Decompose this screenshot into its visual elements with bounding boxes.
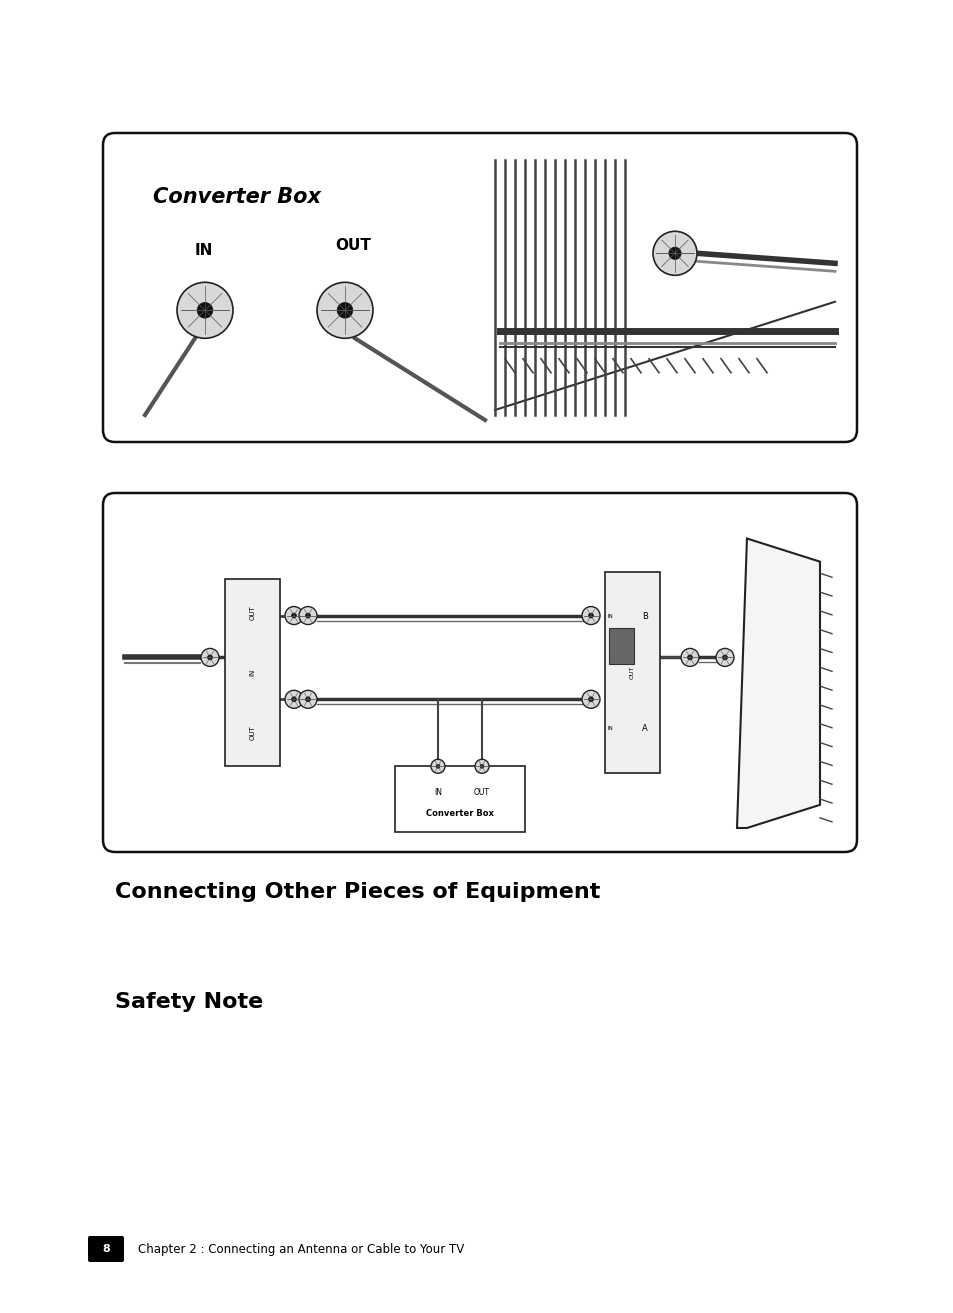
Circle shape bbox=[687, 655, 692, 660]
Circle shape bbox=[197, 302, 213, 318]
Text: Chapter 2 : Connecting an Antenna or Cable to Your TV: Chapter 2 : Connecting an Antenna or Cab… bbox=[138, 1242, 464, 1255]
Polygon shape bbox=[737, 538, 820, 829]
FancyBboxPatch shape bbox=[88, 1236, 124, 1262]
Circle shape bbox=[285, 607, 303, 625]
Text: Converter Box: Converter Box bbox=[152, 186, 320, 207]
Bar bbox=[604, 572, 659, 773]
Text: IN: IN bbox=[194, 243, 213, 257]
Circle shape bbox=[588, 613, 593, 618]
Text: IN: IN bbox=[607, 726, 613, 731]
Text: A: A bbox=[641, 725, 647, 733]
Text: IN: IN bbox=[607, 613, 613, 618]
Circle shape bbox=[431, 759, 444, 773]
Text: OUT: OUT bbox=[335, 238, 371, 253]
Text: IN: IN bbox=[250, 668, 255, 676]
Circle shape bbox=[588, 697, 593, 702]
FancyBboxPatch shape bbox=[103, 492, 856, 852]
Circle shape bbox=[292, 697, 296, 702]
Circle shape bbox=[680, 649, 699, 667]
Text: OUT: OUT bbox=[629, 666, 635, 679]
Circle shape bbox=[305, 697, 310, 702]
Circle shape bbox=[668, 247, 680, 260]
Text: Converter Box: Converter Box bbox=[426, 809, 494, 818]
Circle shape bbox=[177, 282, 233, 339]
Circle shape bbox=[581, 607, 599, 625]
Circle shape bbox=[336, 302, 353, 318]
Text: B: B bbox=[641, 612, 647, 621]
Circle shape bbox=[721, 655, 727, 660]
Circle shape bbox=[207, 655, 213, 660]
Circle shape bbox=[298, 691, 316, 708]
Bar bbox=[395, 767, 524, 832]
Circle shape bbox=[298, 607, 316, 625]
Circle shape bbox=[652, 231, 697, 276]
Circle shape bbox=[292, 613, 296, 618]
Text: IN: IN bbox=[434, 788, 441, 797]
Bar bbox=[608, 629, 633, 664]
Text: Safety Note: Safety Note bbox=[115, 993, 263, 1012]
Text: OUT: OUT bbox=[250, 725, 255, 741]
Text: 8: 8 bbox=[102, 1243, 110, 1254]
Circle shape bbox=[285, 691, 303, 708]
Circle shape bbox=[316, 282, 373, 339]
Bar bbox=[225, 579, 280, 767]
FancyBboxPatch shape bbox=[103, 133, 856, 442]
Text: OUT: OUT bbox=[250, 605, 255, 620]
Circle shape bbox=[716, 649, 733, 667]
Text: Connecting Other Pieces of Equipment: Connecting Other Pieces of Equipment bbox=[115, 882, 599, 902]
Circle shape bbox=[201, 649, 219, 667]
Text: OUT: OUT bbox=[474, 788, 490, 797]
Circle shape bbox=[475, 759, 489, 773]
Circle shape bbox=[581, 691, 599, 708]
Circle shape bbox=[436, 764, 439, 768]
Circle shape bbox=[305, 613, 310, 618]
Circle shape bbox=[479, 764, 483, 768]
